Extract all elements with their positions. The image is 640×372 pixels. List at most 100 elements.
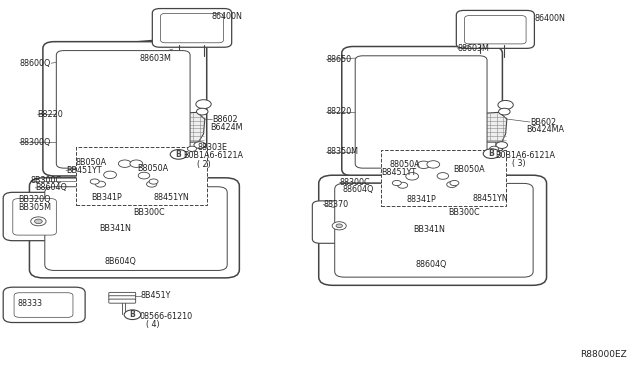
Text: B6424MA: B6424MA <box>526 125 564 134</box>
Circle shape <box>417 161 430 169</box>
Text: 8B050A: 8B050A <box>76 158 107 167</box>
Circle shape <box>483 149 500 158</box>
Text: R88000EZ: R88000EZ <box>580 350 627 359</box>
FancyBboxPatch shape <box>161 13 223 43</box>
Circle shape <box>196 100 211 109</box>
Text: BB341N: BB341N <box>99 224 131 233</box>
FancyBboxPatch shape <box>312 201 367 243</box>
Text: B8451YT: B8451YT <box>381 168 416 177</box>
Text: BB300C: BB300C <box>448 208 479 217</box>
Circle shape <box>392 180 401 186</box>
Circle shape <box>149 179 158 184</box>
Text: 8B451Y: 8B451Y <box>141 291 171 300</box>
Text: BB305M: BB305M <box>18 203 51 212</box>
Text: 88350M: 88350M <box>326 147 358 156</box>
Text: B8220: B8220 <box>37 110 63 119</box>
Circle shape <box>31 217 46 226</box>
Circle shape <box>450 180 459 186</box>
Text: 88050A: 88050A <box>389 160 420 169</box>
FancyBboxPatch shape <box>381 150 506 206</box>
FancyBboxPatch shape <box>109 296 136 300</box>
Text: B: B <box>130 310 135 319</box>
FancyBboxPatch shape <box>109 299 136 303</box>
Text: B0B1A6-6121A: B0B1A6-6121A <box>495 151 556 160</box>
FancyBboxPatch shape <box>152 9 232 47</box>
Text: B8604Q: B8604Q <box>35 183 67 192</box>
Circle shape <box>406 173 419 180</box>
Text: 88451YN: 88451YN <box>472 194 508 203</box>
Circle shape <box>499 108 510 115</box>
Circle shape <box>332 222 346 230</box>
FancyBboxPatch shape <box>14 293 73 317</box>
FancyBboxPatch shape <box>3 192 68 241</box>
FancyBboxPatch shape <box>13 199 56 235</box>
Text: B8050A: B8050A <box>138 164 169 173</box>
Text: 88603M: 88603M <box>458 44 490 53</box>
Circle shape <box>130 160 143 167</box>
Text: 88451YN: 88451YN <box>154 193 189 202</box>
Circle shape <box>427 161 440 168</box>
Text: BB300C: BB300C <box>133 208 164 217</box>
Text: 88220: 88220 <box>326 107 351 116</box>
Circle shape <box>490 146 499 151</box>
Text: 88650: 88650 <box>326 55 351 64</box>
Text: BB341P: BB341P <box>91 193 122 202</box>
Circle shape <box>336 224 342 228</box>
FancyBboxPatch shape <box>3 287 85 323</box>
Circle shape <box>196 108 208 115</box>
Circle shape <box>104 171 116 179</box>
Circle shape <box>147 181 157 187</box>
Polygon shape <box>42 182 227 272</box>
Text: 8B300C: 8B300C <box>31 176 62 185</box>
Text: B6424M: B6424M <box>210 123 243 132</box>
Circle shape <box>90 179 99 184</box>
Circle shape <box>188 146 196 151</box>
Text: 88603M: 88603M <box>140 54 172 63</box>
Text: BB451YT: BB451YT <box>66 166 102 175</box>
Text: B8602: B8602 <box>212 115 238 124</box>
FancyBboxPatch shape <box>355 56 487 168</box>
Circle shape <box>95 181 106 187</box>
Text: 8B604Q: 8B604Q <box>104 257 136 266</box>
Circle shape <box>170 150 187 159</box>
FancyBboxPatch shape <box>456 10 534 48</box>
Circle shape <box>124 310 141 320</box>
Text: 88341P: 88341P <box>406 195 436 203</box>
Text: 08566-61210: 08566-61210 <box>140 312 193 321</box>
Text: BB050A: BB050A <box>453 165 484 174</box>
FancyBboxPatch shape <box>43 42 207 176</box>
Circle shape <box>498 100 513 109</box>
Circle shape <box>437 173 449 179</box>
Text: BB602: BB602 <box>530 118 556 126</box>
Text: B: B <box>489 149 494 158</box>
FancyBboxPatch shape <box>319 175 547 285</box>
Text: 88370: 88370 <box>323 200 348 209</box>
FancyBboxPatch shape <box>45 187 227 270</box>
Text: ( 2): ( 2) <box>197 160 211 169</box>
Text: 88300Q: 88300Q <box>19 138 51 147</box>
Text: BB341N: BB341N <box>413 225 445 234</box>
FancyBboxPatch shape <box>342 46 502 176</box>
FancyBboxPatch shape <box>109 292 136 296</box>
Circle shape <box>397 182 408 188</box>
Circle shape <box>194 142 205 148</box>
Text: 88600Q: 88600Q <box>19 59 51 68</box>
Circle shape <box>118 160 131 167</box>
Circle shape <box>138 172 150 179</box>
Text: ( 4): ( 4) <box>146 320 159 329</box>
Text: 88604Q: 88604Q <box>342 185 374 194</box>
Circle shape <box>447 182 457 187</box>
Circle shape <box>35 219 42 224</box>
Text: BB320Q: BB320Q <box>18 195 51 204</box>
Text: B: B <box>176 150 181 159</box>
Circle shape <box>496 142 508 148</box>
FancyBboxPatch shape <box>76 147 207 205</box>
Polygon shape <box>481 112 507 142</box>
Text: 88604Q: 88604Q <box>416 260 447 269</box>
Text: 86400N: 86400N <box>211 12 242 21</box>
Text: ( 3): ( 3) <box>512 159 525 168</box>
FancyBboxPatch shape <box>465 16 526 44</box>
Text: B0B1A6-6121A: B0B1A6-6121A <box>183 151 243 160</box>
Text: 88333: 88333 <box>18 299 43 308</box>
Text: 88300C: 88300C <box>339 178 370 187</box>
